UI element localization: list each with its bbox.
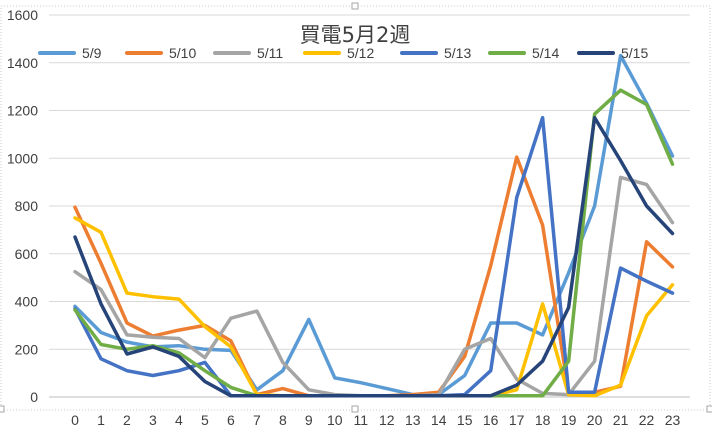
legend: 5/9 5/10 5/11 5/12 5/13 5/14 5/15 xyxy=(38,45,648,61)
y-tick-label: 1400 xyxy=(7,55,38,71)
resize-handle[interactable] xyxy=(351,405,359,413)
series-line-5-13 xyxy=(73,115,675,398)
x-tick-label: 17 xyxy=(509,412,525,428)
x-tick-label: 9 xyxy=(305,412,313,428)
y-tick-label: 1000 xyxy=(7,150,38,166)
x-tick-label: 13 xyxy=(405,412,421,428)
x-tick-label: 14 xyxy=(431,412,447,428)
y-tick-label: 800 xyxy=(15,198,39,214)
series-line-5-9 xyxy=(73,53,675,397)
x-tick-label: 7 xyxy=(253,412,261,428)
x-tick-label: 11 xyxy=(354,412,369,428)
legend-label: 5/15 xyxy=(621,45,648,61)
x-tick-label: 22 xyxy=(639,412,655,428)
chart-title: 買電5月2週 xyxy=(300,23,411,47)
legend-label: 5/10 xyxy=(169,45,196,61)
legend-label: 5/9 xyxy=(82,45,102,61)
series-lines xyxy=(73,53,675,398)
x-tick-label: 0 xyxy=(71,412,79,428)
legend-label: 5/14 xyxy=(532,45,559,61)
x-tick-label: 15 xyxy=(457,412,473,428)
x-tick-label: 21 xyxy=(613,412,629,428)
x-axis-ticks: 0 1 2 3 4 5 6 7 8 9 10 11 12 13 14 15 16 17 18 19 20 21 22 23 xyxy=(71,412,680,428)
x-tick-label: 18 xyxy=(535,412,551,428)
x-tick-label: 12 xyxy=(379,412,395,428)
x-tick-label: 10 xyxy=(327,412,343,428)
y-tick-label: 1600 xyxy=(7,7,38,23)
y-tick-label: 200 xyxy=(15,341,39,357)
y-tick-label: 1200 xyxy=(7,103,38,119)
y-tick-label: 400 xyxy=(15,294,39,310)
y-tick-label: 600 xyxy=(15,246,39,262)
x-tick-label: 6 xyxy=(227,412,235,428)
x-tick-label: 2 xyxy=(123,412,131,428)
x-tick-label: 19 xyxy=(561,412,577,428)
legend-label: 5/12 xyxy=(347,45,374,61)
chart-frame xyxy=(0,2,712,413)
x-tick-label: 23 xyxy=(665,412,681,428)
legend-label: 5/13 xyxy=(444,45,471,61)
x-tick-label: 8 xyxy=(279,412,287,428)
resize-handle[interactable] xyxy=(706,405,712,413)
y-axis-ticks: 0 200 400 600 800 1000 1200 1400 1600 xyxy=(7,7,38,405)
x-tick-label: 1 xyxy=(97,412,105,428)
series-line-5-15 xyxy=(73,115,675,398)
x-tick-label: 4 xyxy=(175,412,183,428)
resize-handle[interactable] xyxy=(351,2,359,10)
resize-handle[interactable] xyxy=(0,405,5,413)
series-line-5-12 xyxy=(73,216,675,398)
y-tick-label: 0 xyxy=(30,389,38,405)
x-tick-label: 20 xyxy=(587,412,603,428)
legend-label: 5/11 xyxy=(257,45,283,61)
x-tick-label: 3 xyxy=(149,412,157,428)
x-tick-label: 5 xyxy=(201,412,209,428)
x-tick-label: 16 xyxy=(483,412,499,428)
